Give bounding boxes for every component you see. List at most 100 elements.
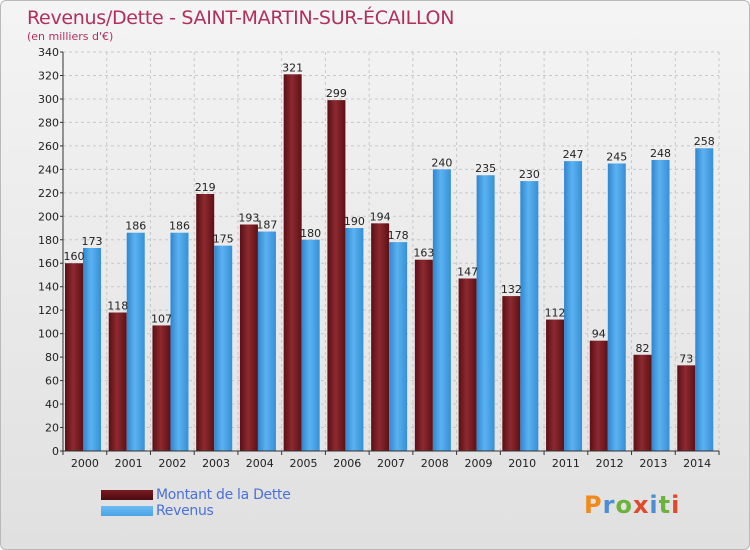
bar-revenus-2008 xyxy=(432,169,451,451)
bar-revenus-2011 xyxy=(564,161,583,451)
bar-dette-2013 xyxy=(633,354,652,451)
data-label: 160 xyxy=(64,250,85,263)
logo-letter: i xyxy=(649,491,659,519)
bar-dette-2009 xyxy=(458,278,477,451)
x-tick-label: 2008 xyxy=(421,457,449,470)
data-label: 187 xyxy=(256,219,277,232)
x-tick-label: 2002 xyxy=(158,457,186,470)
data-label: 180 xyxy=(300,227,321,240)
bar-revenus-2012 xyxy=(607,163,626,451)
logo-letter: P xyxy=(584,491,603,519)
bar-dette-2014 xyxy=(677,365,696,451)
y-tick-label: 120 xyxy=(38,304,59,317)
bar-dette-2000 xyxy=(65,263,83,451)
data-label: 247 xyxy=(563,148,584,161)
bar-dette-2002 xyxy=(152,325,171,451)
bar-revenus-2003 xyxy=(214,245,233,451)
bar-dette-2011 xyxy=(546,319,565,451)
y-tick-label: 140 xyxy=(38,281,59,294)
bars xyxy=(65,74,714,451)
y-tick-label: 60 xyxy=(45,375,59,388)
logo-letter: x xyxy=(632,491,650,519)
data-label: 107 xyxy=(151,312,172,325)
bar-dette-2001 xyxy=(108,312,127,451)
data-label: 245 xyxy=(606,150,627,163)
chart-subtitle: (en milliers d'€) xyxy=(27,30,114,43)
data-label: 173 xyxy=(82,235,103,248)
y-tick-label: 20 xyxy=(45,422,59,435)
data-label: 235 xyxy=(475,162,496,175)
bar-dette-2010 xyxy=(502,296,521,451)
data-label: 186 xyxy=(125,220,146,233)
y-tick-label: 320 xyxy=(38,69,59,82)
y-tick-label: 80 xyxy=(45,351,59,364)
bar-revenus-2005 xyxy=(301,239,320,451)
logo-letter: r xyxy=(602,491,616,519)
bar-dette-2012 xyxy=(589,340,608,451)
x-tick-label: 2001 xyxy=(115,457,143,470)
legend-label-dette: Montant de la Dette xyxy=(156,487,291,503)
labels: 0 20 40 60 80 100 120 140 160 180 200 220 240 260 280 3… xyxy=(38,46,715,470)
bar-revenus-2002 xyxy=(170,232,189,451)
legend-swatch-revenus xyxy=(101,506,153,516)
y-tick-label: 300 xyxy=(38,93,59,106)
data-label: 132 xyxy=(501,283,522,296)
bar-dette-2003 xyxy=(196,193,215,451)
bar-revenus-2000 xyxy=(83,247,101,451)
x-tick-label: 2009 xyxy=(464,457,492,470)
data-label: 112 xyxy=(545,307,566,320)
x-tick-label: 2007 xyxy=(377,457,405,470)
bar-revenus-2001 xyxy=(126,232,145,451)
data-label: 175 xyxy=(213,233,234,246)
x-tick-label: 2004 xyxy=(246,457,274,470)
x-tick-label: 2000 xyxy=(71,457,99,470)
bar-revenus-2014 xyxy=(695,148,714,451)
y-tick-label: 240 xyxy=(38,163,59,176)
y-tick-label: 280 xyxy=(38,116,59,129)
bar-revenus-2004 xyxy=(257,231,276,451)
axes xyxy=(60,51,720,455)
data-label: 178 xyxy=(388,229,409,242)
chart-title: Revenus/Dette - SAINT-MARTIN-SUR-ÉCAILLO… xyxy=(27,7,455,29)
bar-revenus-2006 xyxy=(345,228,364,451)
x-tick-label: 2014 xyxy=(683,457,711,470)
data-label: 248 xyxy=(650,147,671,160)
data-label: 190 xyxy=(344,215,365,228)
bar-dette-2007 xyxy=(371,223,390,451)
y-tick-label: 200 xyxy=(38,210,59,223)
y-tick-label: 260 xyxy=(38,140,59,153)
data-label: 299 xyxy=(326,87,347,100)
logo-letter: t xyxy=(658,491,672,519)
data-label: 258 xyxy=(694,135,715,148)
bar-revenus-2007 xyxy=(389,242,408,451)
y-tick-label: 180 xyxy=(38,234,59,247)
data-label: 240 xyxy=(431,156,452,169)
bar-dette-2004 xyxy=(239,224,258,451)
logo-letter: o xyxy=(615,491,633,519)
x-tick-label: 2011 xyxy=(552,457,580,470)
y-tick-label: 160 xyxy=(38,257,59,270)
data-label: 186 xyxy=(169,220,190,233)
logo-letter: i xyxy=(671,491,681,519)
proxiti-logo: Proxiti xyxy=(584,491,680,519)
data-label: 163 xyxy=(413,247,434,260)
data-label: 193 xyxy=(238,212,259,225)
y-tick-label: 220 xyxy=(38,187,59,200)
y-tick-label: 100 xyxy=(38,328,59,341)
x-tick-label: 2012 xyxy=(596,457,624,470)
legend-label-revenus: Revenus xyxy=(156,503,214,519)
x-tick-label: 2013 xyxy=(639,457,667,470)
data-label: 73 xyxy=(679,352,693,365)
legend-swatch-dette xyxy=(101,490,153,500)
bar-dette-2005 xyxy=(283,74,302,451)
data-label: 321 xyxy=(282,61,303,74)
data-label: 230 xyxy=(519,168,540,181)
data-label: 82 xyxy=(636,342,650,355)
bar-dette-2006 xyxy=(327,100,346,451)
x-tick-label: 2010 xyxy=(508,457,536,470)
y-tick-label: 0 xyxy=(52,445,59,458)
x-tick-label: 2003 xyxy=(202,457,230,470)
data-label: 94 xyxy=(592,328,606,341)
